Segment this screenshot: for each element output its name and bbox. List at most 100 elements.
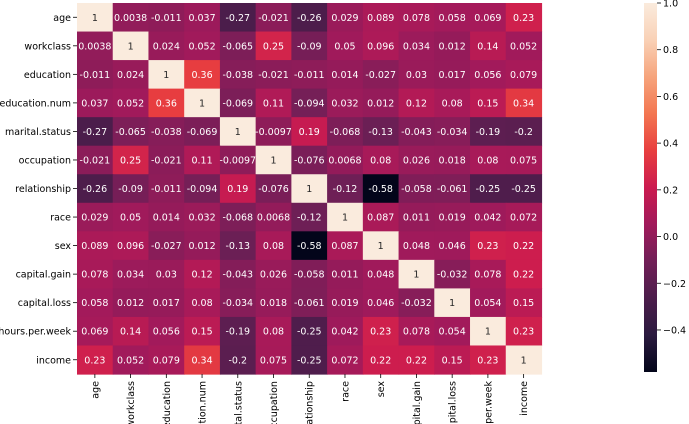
cell-value-label: -0.19 xyxy=(476,127,501,138)
cell-value-label: -0.021 xyxy=(258,13,289,24)
heatmap-cell xyxy=(291,117,328,147)
cell-value-label: 0.23 xyxy=(477,355,498,366)
x-tick-label: -.per.week xyxy=(483,381,494,424)
heatmap-cell xyxy=(470,117,507,147)
heatmap-cell xyxy=(291,316,328,347)
cell-value-label: -0.26 xyxy=(83,184,108,195)
heatmap-cell xyxy=(505,316,543,347)
heatmap-cell xyxy=(112,117,150,147)
heatmap-cell xyxy=(470,31,507,61)
cell-value-label: -0.065 xyxy=(115,127,146,138)
heatmap-cell xyxy=(112,3,150,33)
x-tick-label: sex xyxy=(376,381,387,398)
cell-value-label: 0.058 xyxy=(81,298,108,309)
cell-value-label: 1 xyxy=(485,327,491,338)
heatmap-cell xyxy=(434,231,471,261)
heatmap-cell xyxy=(255,145,292,175)
cell-value-label: 0.079 xyxy=(153,355,180,366)
cell-value-label: 0.22 xyxy=(406,355,427,366)
cell-value-label: 0.14 xyxy=(120,327,141,338)
colorbar-tick-label: 0.2 xyxy=(663,185,678,196)
cell-value-label: -0.068 xyxy=(222,213,253,224)
cell-value-label: 0.0038 xyxy=(78,41,111,52)
heatmap-cell xyxy=(148,60,185,90)
cell-value-label: 0.075 xyxy=(260,355,287,366)
heatmap-cell xyxy=(434,145,471,175)
heatmap-cell xyxy=(470,145,507,175)
heatmap-cell xyxy=(327,145,364,175)
cell-value-label: -0.027 xyxy=(151,241,182,252)
x-tick-label: ation.num xyxy=(198,381,209,424)
x-tick-label: ital.status xyxy=(233,381,244,424)
cell-value-label: 0.05 xyxy=(120,213,141,224)
heatmap-cell xyxy=(184,117,221,147)
cell-value-label: 0.096 xyxy=(367,41,394,52)
y-tick-label: occupation xyxy=(19,155,71,166)
heatmap-cell xyxy=(184,231,221,261)
cell-value-label: 0.048 xyxy=(367,270,394,281)
cell-value-label: -0.027 xyxy=(365,70,396,81)
colorbar-tick-label: −0.4 xyxy=(663,325,686,336)
heatmap-cell xyxy=(184,202,221,232)
cell-value-label: 0.048 xyxy=(403,241,430,252)
heatmap-cell xyxy=(327,316,364,347)
heatmap-cell xyxy=(77,202,114,232)
heatmap-cell xyxy=(219,345,257,375)
cell-value-label: 0.19 xyxy=(227,184,248,195)
cell-value-label: -0.011 xyxy=(151,184,182,195)
heatmap-cell xyxy=(148,202,185,232)
cell-value-label: 0.15 xyxy=(477,98,498,109)
heatmap-cell xyxy=(112,60,150,90)
heatmap-cell xyxy=(434,88,471,118)
heatmap-cell xyxy=(112,88,150,118)
heatmap-cell xyxy=(362,288,400,318)
heatmap-cell xyxy=(398,345,435,375)
cell-value-label: -0.09 xyxy=(297,41,322,52)
heatmap-cell xyxy=(398,174,435,204)
cell-value-label: -0.0097 xyxy=(219,155,256,166)
cell-value-label: -0.2 xyxy=(229,355,248,366)
colorbar: −0.4 −0.2 0.0 0.2 0.4 0.6 0.8 1.0 xyxy=(644,0,686,372)
heatmap-cell xyxy=(148,145,185,175)
colorbar-tick-label: 0.0 xyxy=(663,232,678,243)
cell-value-label: 0.03 xyxy=(406,70,427,81)
cell-value-label: -0.034 xyxy=(437,127,468,138)
cell-value-label: 0.19 xyxy=(299,127,320,138)
cell-value-label: 0.072 xyxy=(510,213,537,224)
y-tick-label: education.num xyxy=(0,98,71,109)
cell-value-label: 0.36 xyxy=(191,70,212,81)
heatmap-cell xyxy=(362,202,400,232)
heatmap-cell xyxy=(434,3,471,33)
cell-value-label: 0.042 xyxy=(331,327,358,338)
heatmap-cell xyxy=(255,60,292,90)
cell-value-label: -0.058 xyxy=(401,184,432,195)
cell-value-label: -0.011 xyxy=(294,70,325,81)
colorbar-tick-label: −0.2 xyxy=(663,279,686,290)
cell-value-label: -0.094 xyxy=(294,98,325,109)
heatmap-cell xyxy=(398,31,435,61)
heatmap-cell xyxy=(77,60,114,90)
colorbar-tick-label: 0.8 xyxy=(663,45,678,56)
cell-value-label: 0.36 xyxy=(156,98,177,109)
cell-value-label: 0.069 xyxy=(81,327,108,338)
cell-value-label: -0.011 xyxy=(151,13,182,24)
heatmap-cell xyxy=(327,88,364,118)
heatmap-cell xyxy=(398,231,435,261)
heatmap-cell xyxy=(362,60,400,90)
cell-value-label: 0.052 xyxy=(188,41,215,52)
heatmap-cell xyxy=(291,60,328,90)
heatmap-cell xyxy=(255,174,292,204)
cell-value-label: -0.058 xyxy=(294,270,325,281)
cell-value-label: 0.15 xyxy=(513,298,534,309)
y-tick-label: capital.gain xyxy=(16,270,71,281)
cell-value-label: 0.012 xyxy=(367,98,394,109)
heatmap-cell xyxy=(470,174,507,204)
cell-value-label: -0.13 xyxy=(368,127,393,138)
cell-value-label: -0.061 xyxy=(294,298,325,309)
cell-value-label: 0.012 xyxy=(439,41,466,52)
cell-value-label: 0.029 xyxy=(331,13,358,24)
cell-value-label: 0.22 xyxy=(370,355,391,366)
cell-value-label: 0.08 xyxy=(442,98,463,109)
cell-value-label: 0.087 xyxy=(331,241,358,252)
